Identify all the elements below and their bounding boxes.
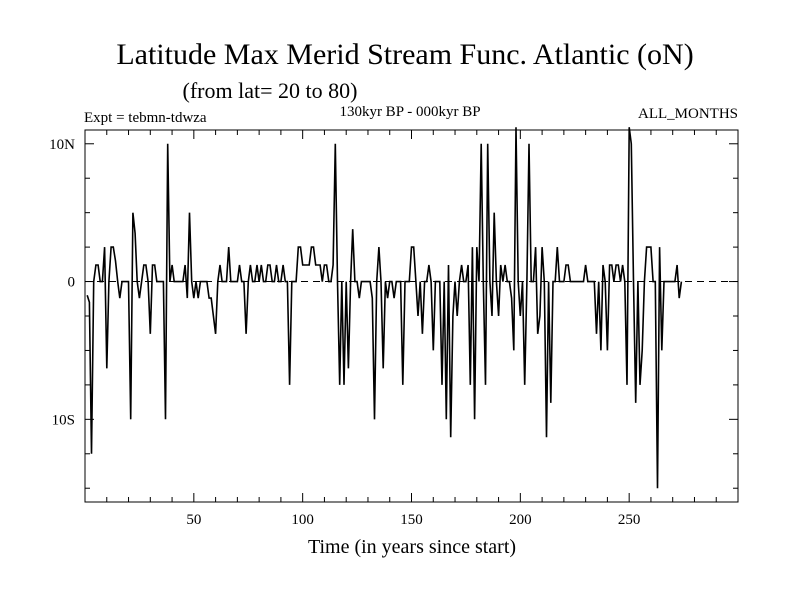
months-label: ALL_MONTHS: [638, 106, 738, 122]
series-line: [86, 127, 683, 489]
chart-subtitle: (from lat= 20 to 80): [183, 78, 358, 103]
period-label: 130kyr BP - 000kyr BP: [339, 104, 480, 120]
plot-frame: [84, 129, 739, 503]
plot-area: 50 100 150 200 250 10N 0 10S: [49, 127, 739, 528]
y-tick-label: 10S: [52, 412, 75, 428]
y-tick-label: 0: [68, 275, 76, 291]
x-tick-label: 50: [186, 512, 201, 528]
y-tick-label: 10N: [49, 137, 75, 153]
x-tick-label: 100: [291, 512, 314, 528]
x-axis-label: Time (in years since start): [308, 536, 516, 558]
x-tick-label: 200: [509, 512, 532, 528]
x-tick-label: 150: [400, 512, 423, 528]
experiment-label: Expt = tebmn-tdwza: [84, 110, 207, 126]
x-tick-label: 250: [618, 512, 641, 528]
chart-title: Latitude Max Merid Stream Func. Atlantic…: [116, 38, 693, 71]
